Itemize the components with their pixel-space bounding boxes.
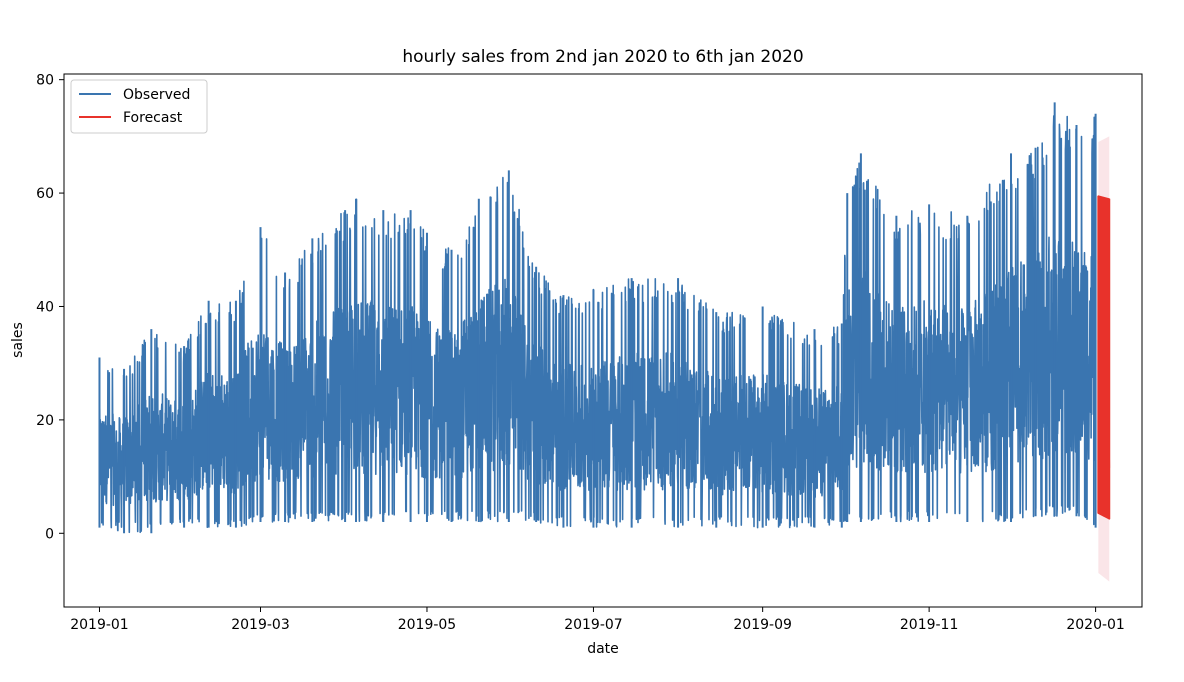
legend-label-forecast: Forecast (123, 110, 183, 126)
x-tick-label: 2019-11 (900, 617, 959, 633)
y-tick-label: 80 (36, 73, 54, 89)
x-tick-label: 2019-03 (231, 617, 290, 633)
y-tick-label: 0 (45, 526, 54, 542)
forecast-body (1097, 195, 1110, 520)
x-tick-label: 2019-05 (398, 617, 457, 633)
x-tick-label: 2019-01 (70, 617, 129, 633)
chart-title: hourly sales from 2nd jan 2020 to 6th ja… (402, 47, 803, 67)
x-tick-label: 2020-01 (1066, 617, 1125, 633)
y-axis-label: sales (10, 322, 26, 358)
legend-label-observed: Observed (123, 87, 190, 103)
x-axis: 2019-01 2019-03 2019-05 2019-07 2019-09 2019-… (70, 607, 1125, 633)
observed-series (98, 102, 1097, 534)
y-tick-label: 60 (36, 186, 54, 202)
plot-area (98, 102, 1111, 582)
y-tick-label: 40 (36, 299, 54, 315)
x-tick-label: 2019-07 (564, 617, 623, 633)
x-axis-label: date (587, 641, 619, 657)
legend: Observed Forecast (70, 79, 208, 134)
observed-line (98, 115, 1097, 534)
y-axis: 0 20 40 60 80 (36, 73, 64, 542)
y-tick-label: 20 (36, 413, 54, 429)
x-tick-label: 2019-09 (733, 617, 792, 633)
plot-frame (63, 73, 1143, 608)
